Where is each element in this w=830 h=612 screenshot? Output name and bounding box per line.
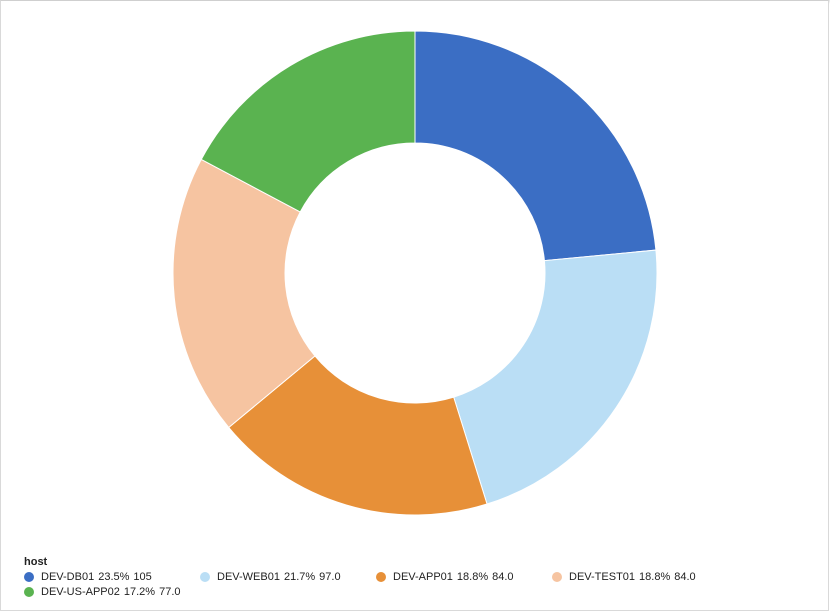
legend-percent: 18.8%	[456, 571, 489, 583]
legend-value: 77.0	[159, 586, 181, 598]
donut-slice-dev-web01[interactable]	[453, 249, 658, 505]
legend-item-dev-app01[interactable]: DEV-APP01 18.8% 84.0	[376, 571, 552, 583]
legend-item-dev-db01[interactable]: DEV-DB01 23.5% 105	[24, 571, 200, 583]
legend-item-dev-web01[interactable]: DEV-WEB01 21.7% 97.0	[200, 571, 376, 583]
legend-items: DEV-DB01 23.5% 105 DEV-WEB01 21.7% 97.0 DEV-AP…	[24, 571, 814, 598]
legend-label: DEV-US-APP02	[41, 586, 120, 598]
legend-label: DEV-DB01	[41, 571, 95, 583]
legend-percent: 21.7%	[283, 571, 316, 583]
legend-value: 97.0	[319, 571, 341, 583]
legend-percent: 18.8%	[639, 571, 671, 583]
legend-item-dev-test01[interactable]: DEV-TEST01 18.8% 84.0	[552, 571, 728, 583]
chart-legend: host DEV-DB01 23.5% 105 DEV-WEB01 21.7% 97.0 D…	[24, 556, 814, 598]
legend-label: DEV-WEB01	[217, 571, 280, 583]
legend-label: DEV-APP01	[393, 571, 453, 583]
donut-chart	[172, 30, 658, 516]
donut-slice-dev-db01[interactable]	[414, 30, 657, 262]
legend-swatch	[24, 572, 34, 582]
donut-slice-dev-app01[interactable]	[228, 355, 488, 516]
donut-slice-dev-test01[interactable]	[172, 158, 316, 429]
legend-swatch	[376, 572, 386, 582]
legend-label: DEV-TEST01	[569, 571, 636, 583]
legend-swatch	[552, 572, 562, 582]
legend-swatch	[24, 587, 34, 597]
legend-value: 84.0	[674, 571, 696, 583]
legend-title: host	[24, 556, 48, 568]
legend-value: 105	[133, 571, 152, 583]
legend-percent: 23.5%	[98, 571, 130, 583]
donut-slice-dev-us-app02[interactable]	[200, 30, 416, 213]
legend-item-dev-us-app02[interactable]: DEV-US-APP02 17.2% 77.0	[24, 586, 200, 598]
legend-swatch	[200, 572, 210, 582]
legend-percent: 17.2%	[123, 586, 156, 598]
legend-value: 84.0	[492, 571, 514, 583]
